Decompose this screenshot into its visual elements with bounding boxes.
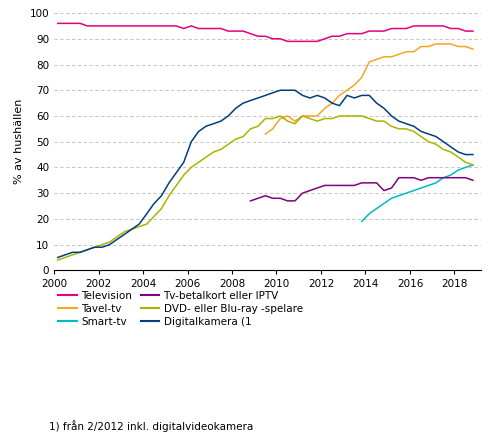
Legend: Television, Tavel-tv, Smart-tv, Tv-betalkort eller IPTV, DVD- eller Blu-ray -spe: Television, Tavel-tv, Smart-tv, Tv-betal…	[55, 286, 307, 331]
Y-axis label: % av hushällen: % av hushällen	[14, 99, 24, 184]
Text: 1) från 2/2012 inkl. digitalvideokamera: 1) från 2/2012 inkl. digitalvideokamera	[49, 420, 253, 432]
